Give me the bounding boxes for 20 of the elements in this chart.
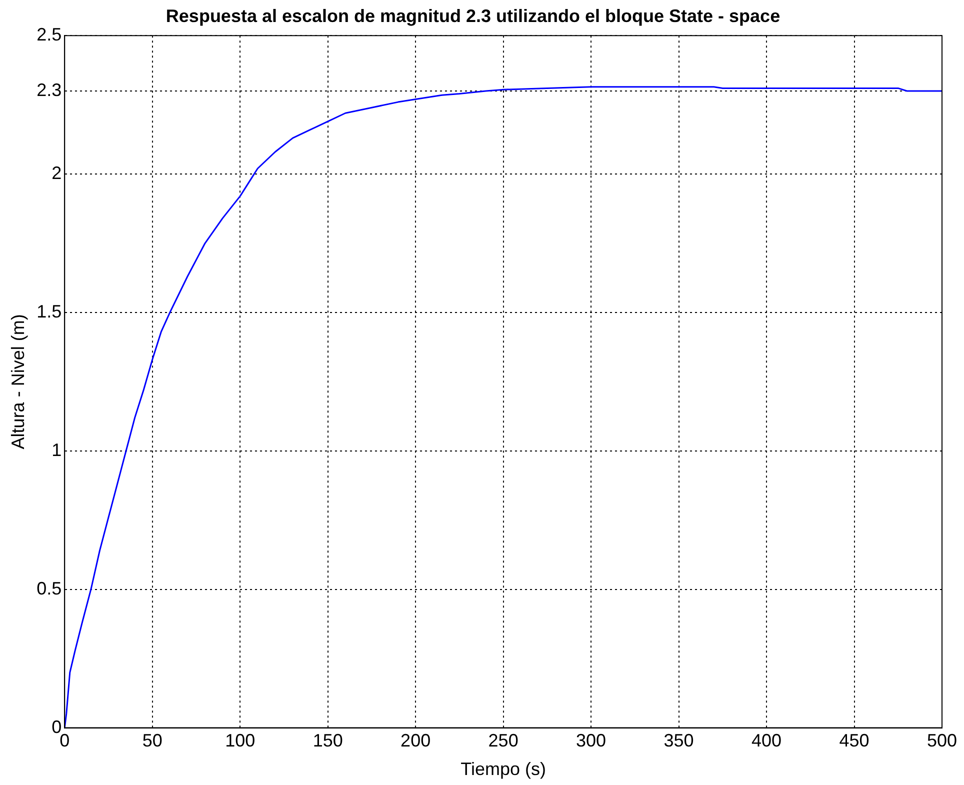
x-tick-label: 300	[576, 730, 606, 751]
y-tick-label: 0.5	[36, 578, 62, 598]
y-tick-label: 2.3	[36, 80, 62, 100]
x-tick-label: 200	[400, 730, 431, 751]
x-tick-label: 50	[142, 730, 162, 751]
x-tick-label: 350	[664, 730, 694, 751]
y-tick-label: 2	[52, 163, 62, 184]
x-tick-label: 450	[839, 730, 870, 751]
x-tick-label: 250	[488, 730, 518, 751]
y-axis-title: Altura - Nivel (m)	[8, 314, 28, 450]
x-tick-label: 100	[225, 730, 256, 751]
y-tick-label: 0	[52, 716, 62, 737]
x-tick-label: 400	[752, 730, 782, 751]
x-tick-label: 150	[312, 730, 343, 751]
chart-title: Respuesta al escalon de magnitud 2.3 utilizando el bloque State - space	[166, 6, 780, 26]
x-axis-title: Tiempo (s)	[460, 759, 546, 780]
x-tick-label: 500	[926, 730, 958, 751]
y-tick-label: 2.5	[36, 24, 62, 45]
y-tick-label: 1	[52, 440, 62, 460]
y-tick-label: 1.5	[36, 301, 62, 322]
